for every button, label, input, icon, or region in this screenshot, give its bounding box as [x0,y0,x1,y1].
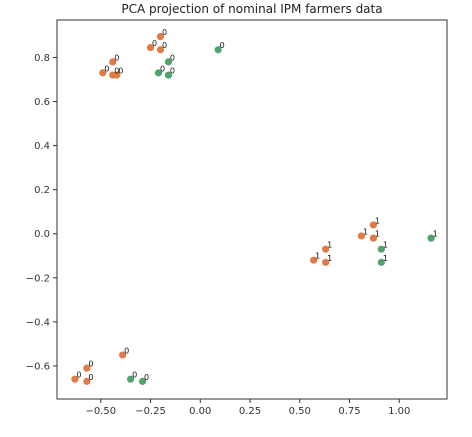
scatter-points [71,32,435,385]
point-label: 0 [76,371,81,380]
point-label: 0 [118,67,123,76]
y-tick-label: 0.0 [34,229,50,240]
scatter-point-orange [113,71,121,79]
scatter-point-orange [83,364,91,372]
point-label: 1 [383,241,388,250]
y-tick-label: −0.2 [26,273,50,284]
point-label: 1 [375,216,380,225]
x-tick-label: 0.75 [338,406,360,417]
x-tick-label: −0.50 [85,406,116,417]
scatter-point-green [377,258,385,266]
y-tick-label: −0.4 [26,317,50,328]
point-label: 1 [327,254,332,263]
point-label: 0 [152,39,157,48]
point-label: 0 [170,53,175,62]
y-tick-label: 0.6 [34,97,50,108]
x-tick-label: 0.00 [189,406,211,417]
x-tick-label: 0.25 [239,406,261,417]
scatter-point-orange [71,375,79,383]
point-label: 0 [104,64,109,73]
point-label: 0 [144,373,149,382]
point-label: 0 [162,28,167,37]
point-label: 0 [114,53,119,62]
point-label: 0 [220,41,225,50]
scatter-point-green [138,377,147,385]
point-label: 0 [88,373,93,382]
scatter-point-orange [369,234,377,242]
scatter-point-orange [156,32,165,41]
y-tick-label: 0.4 [34,141,50,152]
point-label: 1 [375,230,380,239]
point-label: 0 [124,346,129,355]
scatter-point-green [377,245,385,253]
point-label: 1 [383,254,388,263]
scatter-point-green [214,46,222,54]
scatter-point-orange [156,46,165,54]
scatter-point-orange [322,258,330,266]
point-label: 0 [160,64,165,73]
scatter-point-orange [119,351,127,359]
scatter-point-green [164,58,173,66]
point-label: 1 [433,230,438,239]
scatter-point-orange [146,43,155,52]
y-tick-label: 0.2 [34,185,50,196]
scatter-point-green [427,234,435,242]
point-label: 0 [170,67,175,76]
x-axis: −0.50 −0.25 0.00 0.25 0.50 0.75 1.00 [85,399,410,417]
x-tick-label: −0.25 [135,406,166,417]
scatter-point-orange [369,221,377,229]
plot-area [56,19,448,400]
point-label: 1 [315,252,320,261]
x-tick-label: 0.50 [289,406,311,417]
point-label: 1 [363,227,368,236]
scatter-point-orange [109,58,117,66]
y-tick-label: 0.8 [34,53,50,64]
y-tick-label: −0.6 [26,361,50,372]
scatter-point-orange [83,377,91,385]
x-tick-label: 1.00 [388,406,410,417]
scatter-point-orange [310,256,318,264]
scatter-point-green [154,69,163,77]
point-label: 0 [162,41,167,50]
scatter-point-orange [357,232,366,240]
scatter-point-green [164,71,173,79]
point-label: 1 [327,241,332,250]
point-label: 0 [132,371,137,380]
point-label: 0 [114,67,119,76]
scatter-point-orange [99,69,107,77]
chart-title: PCA projection of nominal IPM farmers da… [121,2,382,16]
scatter-point-green [127,375,135,383]
point-label: 0 [88,360,93,369]
scatter-point-orange [322,245,330,253]
y-axis: −0.6 −0.4 −0.2 0.0 0.2 0.4 0.6 0.8 [26,53,57,372]
